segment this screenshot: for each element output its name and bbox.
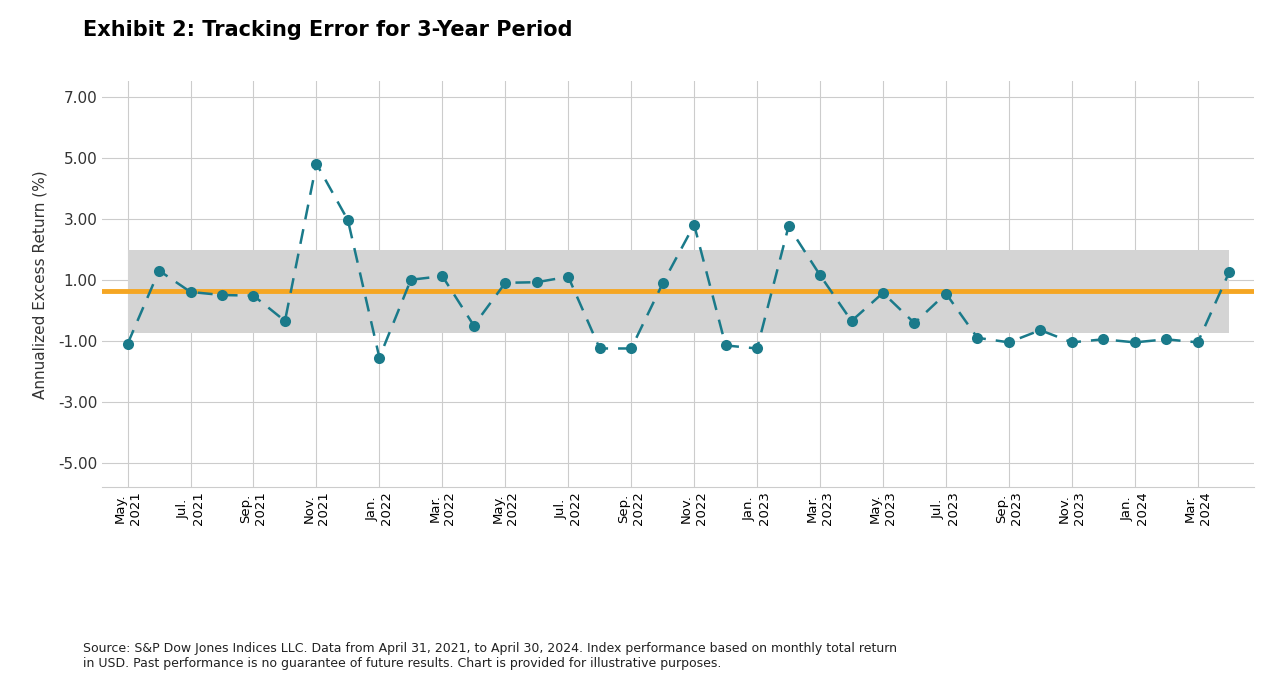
Y-axis label: Annualized Excess Return (%): Annualized Excess Return (%) [32, 170, 47, 399]
Text: Exhibit 2: Tracking Error for 3-Year Period: Exhibit 2: Tracking Error for 3-Year Per… [83, 20, 572, 41]
Text: Source: S&P Dow Jones Indices LLC. Data from April 31, 2021, to April 30, 2024. : Source: S&P Dow Jones Indices LLC. Data … [83, 642, 897, 670]
